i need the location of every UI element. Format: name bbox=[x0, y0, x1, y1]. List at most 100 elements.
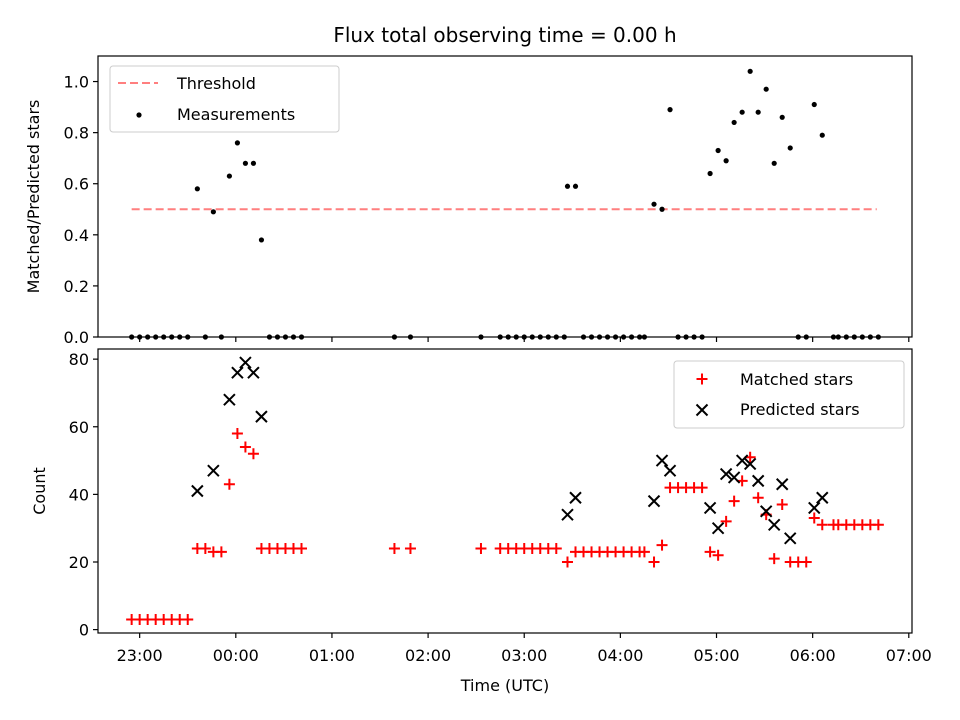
matched-star-point bbox=[231, 428, 243, 440]
predicted-star-point bbox=[561, 508, 574, 521]
matched-star-point bbox=[800, 556, 812, 568]
matched-star-point bbox=[247, 448, 259, 460]
predicted-star-point bbox=[255, 410, 268, 423]
top-panel: 0.0 0.2 0.4 0.6 0.8 1.0 Flux total observing t… bbox=[24, 23, 913, 347]
measurement-point bbox=[811, 101, 817, 108]
measurement-point bbox=[210, 209, 216, 215]
x-tick-label: 03:00 bbox=[501, 646, 547, 665]
legend-measurements-label: Measurements bbox=[177, 105, 295, 124]
bottom-legend: Matched stars Predicted stars bbox=[673, 360, 905, 429]
y-tick-label: 0 bbox=[79, 621, 89, 640]
y-tick-label: 0.0 bbox=[64, 328, 89, 347]
legend-matched-label: Matched stars bbox=[740, 370, 853, 389]
y-tick-label: 0.6 bbox=[64, 175, 89, 194]
y-tick-label: 40 bbox=[69, 485, 89, 504]
chart-title: Flux total observing time = 0.00 h bbox=[333, 23, 676, 47]
x-tick-label: 23:00 bbox=[117, 646, 163, 665]
matched-star-point bbox=[656, 539, 668, 551]
matched-star-point bbox=[388, 542, 400, 554]
y-tick-label: 0.2 bbox=[64, 277, 89, 296]
predicted-star-point bbox=[703, 501, 717, 515]
measurement-point bbox=[226, 173, 232, 179]
matched-star-point bbox=[550, 542, 562, 554]
matched-star-point bbox=[199, 542, 211, 554]
measurement-point bbox=[723, 158, 729, 164]
legend-matched-swatch bbox=[696, 373, 708, 385]
y-tick-label: 0.4 bbox=[64, 226, 89, 245]
predicted-star-point bbox=[663, 464, 677, 477]
predicted-star-point bbox=[743, 457, 757, 471]
matched-star-point bbox=[182, 613, 194, 625]
bottom-axes-frame bbox=[97, 348, 913, 634]
top-axes-frame bbox=[97, 55, 913, 338]
predicted-star-point bbox=[759, 505, 773, 518]
predicted-star-point bbox=[808, 501, 821, 515]
legend-predicted-swatch bbox=[695, 403, 709, 417]
matched-star-point bbox=[215, 546, 227, 558]
predicted-star-point bbox=[751, 474, 765, 488]
x-axis-label: Time (UTC) bbox=[460, 676, 549, 695]
measurement-point bbox=[194, 186, 200, 192]
predicted-star-point bbox=[711, 521, 725, 535]
measurement-point bbox=[572, 183, 579, 189]
predicted-stars-series bbox=[191, 356, 829, 545]
measurement-point bbox=[707, 170, 713, 177]
matched-star-point bbox=[728, 495, 740, 507]
predicted-star-point bbox=[223, 393, 236, 406]
legend-box bbox=[109, 65, 340, 133]
predicted-star-point bbox=[735, 454, 749, 467]
matched-star-point bbox=[223, 478, 235, 490]
matched-star-point bbox=[704, 546, 716, 558]
measurement-point bbox=[659, 206, 665, 212]
matched-star-point bbox=[808, 512, 820, 524]
matched-star-point bbox=[239, 441, 251, 453]
measurement-point bbox=[250, 160, 257, 166]
measurement-point bbox=[819, 132, 825, 138]
matched-star-point bbox=[712, 549, 724, 561]
measurement-point bbox=[667, 107, 673, 113]
matched-star-point bbox=[816, 519, 828, 531]
matched-star-point bbox=[720, 515, 732, 527]
predicted-star-point bbox=[727, 471, 741, 484]
x-tick-label: 05:00 bbox=[693, 646, 739, 665]
predicted-star-point bbox=[816, 491, 829, 504]
predicted-star-point bbox=[784, 532, 797, 545]
measurement-point bbox=[234, 140, 241, 146]
predicted-star-point bbox=[191, 484, 204, 498]
legend-box bbox=[673, 360, 905, 429]
top-legend: Threshold Measurements bbox=[109, 65, 340, 133]
y-tick-label: 1.0 bbox=[64, 73, 89, 92]
legend-measurements-swatch bbox=[136, 112, 142, 118]
predicted-star-point bbox=[231, 366, 244, 379]
measurement-point bbox=[763, 86, 769, 92]
measurement-point bbox=[755, 109, 761, 115]
measurement-point bbox=[651, 201, 657, 207]
x-tick-label: 00:00 bbox=[213, 646, 259, 665]
x-tick-label: 07:00 bbox=[886, 646, 932, 665]
predicted-star-point bbox=[647, 494, 661, 508]
measurement-point bbox=[258, 237, 265, 243]
y-axis-label: Count bbox=[30, 467, 49, 515]
predicted-star-point bbox=[767, 518, 781, 532]
y-tick-label: 60 bbox=[69, 418, 89, 437]
measurement-point bbox=[779, 114, 785, 120]
measurement-point bbox=[731, 119, 737, 126]
matched-star-point bbox=[696, 482, 708, 494]
matched-star-point bbox=[561, 556, 573, 568]
measurement-point bbox=[771, 160, 777, 166]
y-tick-label: 20 bbox=[69, 553, 89, 572]
matched-stars-series bbox=[126, 428, 884, 625]
measurement-point bbox=[242, 160, 249, 166]
matched-star-point bbox=[872, 519, 884, 531]
predicted-star-point bbox=[247, 366, 260, 379]
measurement-point bbox=[715, 147, 721, 154]
predicted-star-point bbox=[655, 454, 669, 467]
x-tick-label: 01:00 bbox=[309, 646, 355, 665]
matched-star-point bbox=[648, 556, 660, 568]
y-tick-label: 0.8 bbox=[64, 124, 89, 143]
measurement-point bbox=[739, 109, 745, 115]
legend-predicted-label: Predicted stars bbox=[740, 400, 860, 419]
y-tick-label: 80 bbox=[69, 350, 89, 369]
predicted-star-point bbox=[719, 467, 733, 481]
